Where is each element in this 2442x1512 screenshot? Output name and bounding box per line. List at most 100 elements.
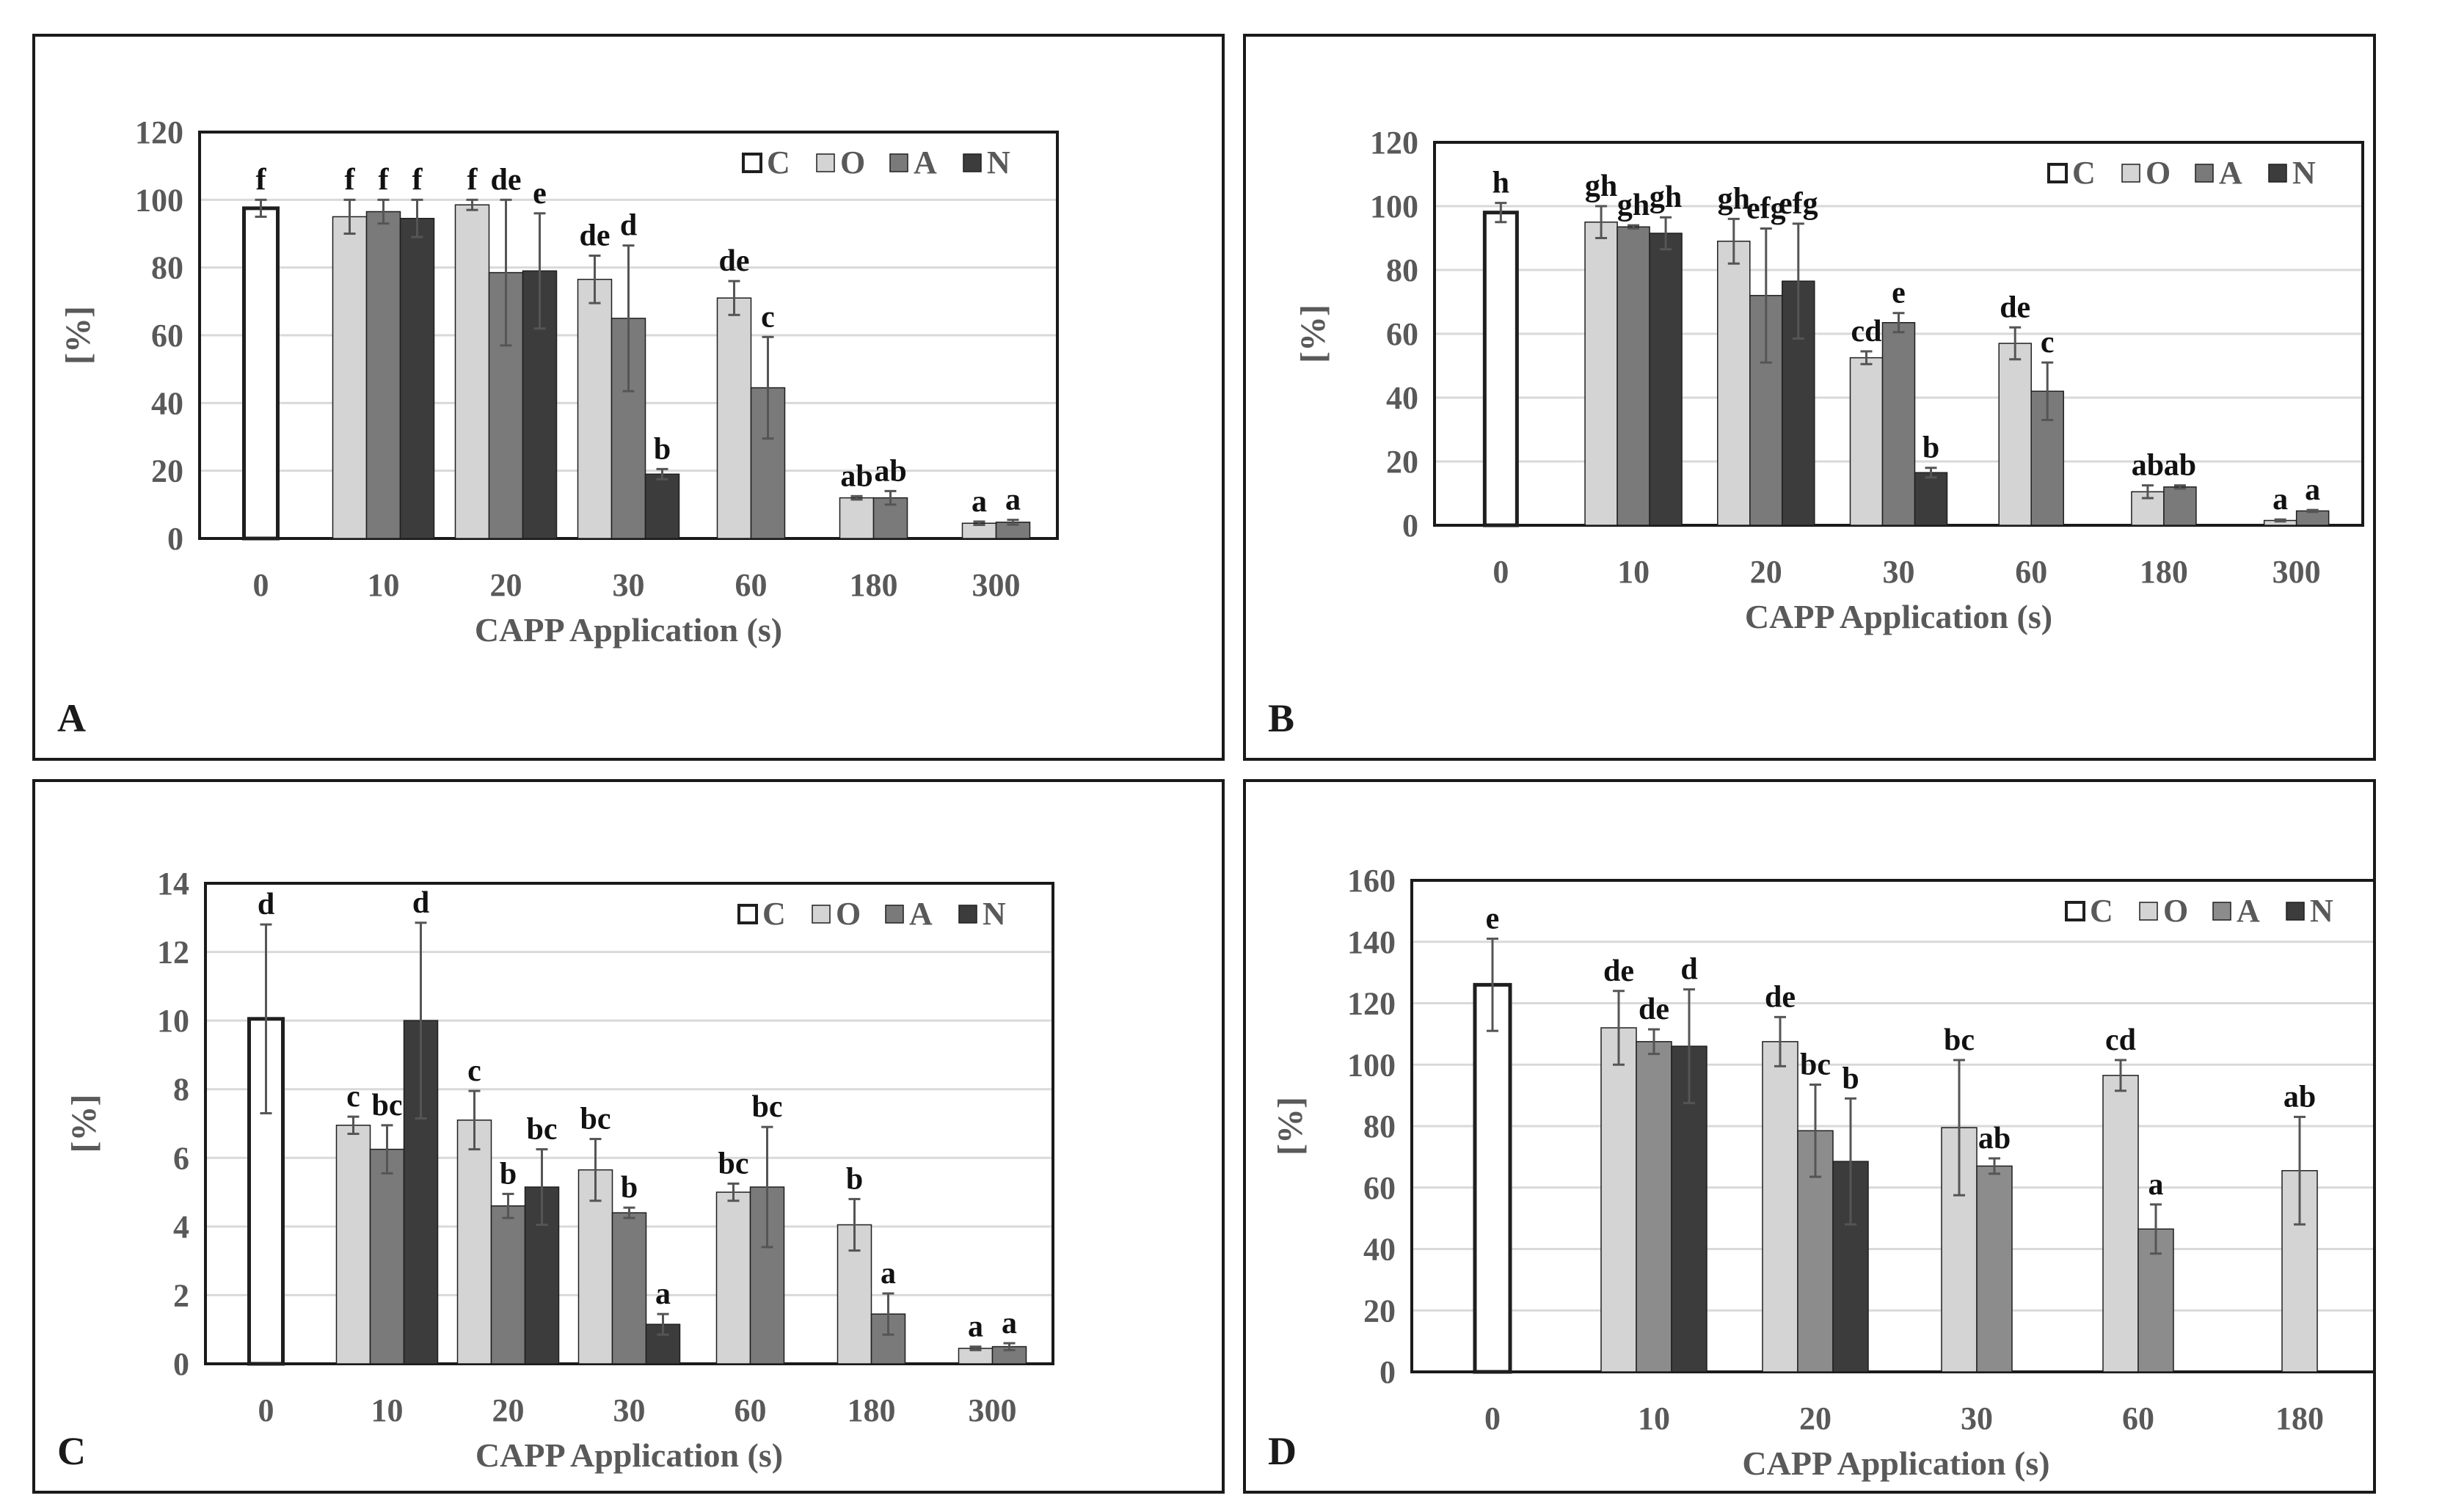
bar-a <box>611 1212 647 1365</box>
significance-letter: c <box>2041 326 2055 359</box>
bar-o <box>1717 241 1751 526</box>
x-tick-label: 10 <box>371 1392 404 1428</box>
y-tick-label: 80 <box>151 250 183 286</box>
y-axis-title: [%] <box>65 1095 103 1153</box>
legend-label-c: C <box>767 145 790 180</box>
significance-letter: gh <box>1718 182 1750 216</box>
legend-label-o: O <box>2163 893 2188 929</box>
significance-letter: bc <box>1800 1048 1831 1081</box>
significance-letter: f <box>379 163 390 197</box>
significance-letter: c <box>346 1080 360 1114</box>
bar-o <box>839 497 875 539</box>
x-tick-label: 60 <box>2015 554 2047 590</box>
significance-letter: e <box>1892 277 1906 310</box>
y-tick-label: 6 <box>173 1140 189 1176</box>
significance-letter: e <box>533 177 547 211</box>
significance-letter: a <box>1005 483 1021 517</box>
x-tick-label: 20 <box>490 567 522 603</box>
significance-letter: ab <box>840 459 872 493</box>
y-tick-label: 8 <box>173 1072 189 1108</box>
bar-o <box>1600 1027 1637 1373</box>
legend-swatch-n <box>2286 902 2305 921</box>
significance-letter: b <box>500 1157 517 1191</box>
y-tick-label: 14 <box>157 866 189 902</box>
significance-letter: c <box>761 300 775 334</box>
y-tick-label: 60 <box>1386 316 1418 352</box>
significance-letter: e <box>1486 902 1500 936</box>
y-tick-label: 120 <box>135 114 183 150</box>
x-tick-label: 20 <box>1750 554 1782 590</box>
x-axis-title: CAPP Application (s) <box>1742 1445 2049 1482</box>
bar-o <box>1584 222 1618 526</box>
significance-letter: f <box>467 163 478 197</box>
x-tick-label: 300 <box>972 567 1021 603</box>
x-tick-label: 10 <box>1617 554 1650 590</box>
y-axis-title: [%] <box>1271 1097 1310 1155</box>
y-tick-label: 2 <box>173 1277 189 1313</box>
significance-letter: h <box>1492 167 1509 200</box>
significance-letter: bc <box>718 1147 749 1180</box>
significance-letter: gh <box>1585 169 1617 203</box>
legend-label-o: O <box>840 145 865 180</box>
y-tick-label: 40 <box>1386 380 1418 416</box>
significance-letter: ab <box>2284 1080 2316 1114</box>
y-tick-label: 12 <box>157 935 189 971</box>
legend-swatch-o <box>812 905 831 924</box>
x-tick-label: 30 <box>613 567 645 603</box>
bar-c <box>1482 211 1519 527</box>
y-tick-label: 40 <box>1363 1232 1396 1268</box>
legend-swatch-o <box>2121 164 2140 183</box>
bar-o <box>577 1169 613 1365</box>
x-tick-label: 180 <box>2275 1400 2324 1436</box>
y-tick-label: 80 <box>1363 1109 1396 1144</box>
x-tick-label: 20 <box>492 1392 525 1428</box>
x-tick-label: 60 <box>735 1392 767 1428</box>
legend-label-a: A <box>2237 893 2260 929</box>
x-tick-label: 20 <box>1799 1400 1832 1436</box>
significance-letter: efg <box>1779 187 1818 221</box>
bar-o <box>1762 1041 1798 1373</box>
x-tick-label: 30 <box>1883 554 1915 590</box>
y-tick-label: 0 <box>1379 1354 1396 1390</box>
significance-letter: a <box>972 485 987 519</box>
bar-n <box>644 473 680 539</box>
bar-a <box>1617 226 1650 526</box>
x-tick-label: 300 <box>2272 554 2321 590</box>
y-axis-title: [%] <box>1294 304 1333 363</box>
bar-n <box>1649 233 1683 526</box>
x-axis-title: CAPP Application (s) <box>1745 598 2052 635</box>
significance-letter: b <box>1842 1062 1859 1095</box>
bar-c <box>242 206 280 541</box>
significance-letter: c <box>467 1054 481 1088</box>
y-tick-label: 20 <box>1386 444 1418 480</box>
significance-letter: bc <box>527 1113 558 1147</box>
x-axis-title: CAPP Application (s) <box>475 611 782 649</box>
x-tick-label: 10 <box>1638 1400 1670 1436</box>
bar-n <box>399 217 435 539</box>
y-tick-label: 4 <box>173 1209 189 1245</box>
y-tick-label: 120 <box>1347 986 1396 1022</box>
bar-o <box>1849 357 1884 526</box>
significance-letter: a <box>2305 473 2320 507</box>
x-tick-label: 0 <box>1492 554 1509 590</box>
y-axis-title: [%] <box>59 306 98 365</box>
x-tick-label: 300 <box>969 1392 1017 1428</box>
legend-swatch-n <box>958 905 977 924</box>
legend-swatch-a <box>885 905 904 924</box>
y-tick-label: 160 <box>1347 863 1396 899</box>
significance-letter: de <box>1603 954 1634 988</box>
x-tick-label: 180 <box>850 567 898 603</box>
y-tick-label: 60 <box>1363 1170 1396 1206</box>
legend-label-c: C <box>762 896 786 932</box>
legend-swatch-c <box>737 904 758 924</box>
bar-o <box>1998 343 2032 526</box>
significance-letter: bc <box>372 1089 403 1122</box>
bar-o <box>716 297 752 539</box>
bar-a <box>1636 1041 1672 1373</box>
significance-letter: b <box>621 1171 638 1205</box>
significance-letter: ab <box>2164 449 2196 483</box>
chart-panel-d: 0 20 40 60 80 100 120 140 160 0 e 10 de de d 20 de bc b 30 b… <box>1243 779 2376 1494</box>
x-tick-label: 60 <box>735 567 768 603</box>
